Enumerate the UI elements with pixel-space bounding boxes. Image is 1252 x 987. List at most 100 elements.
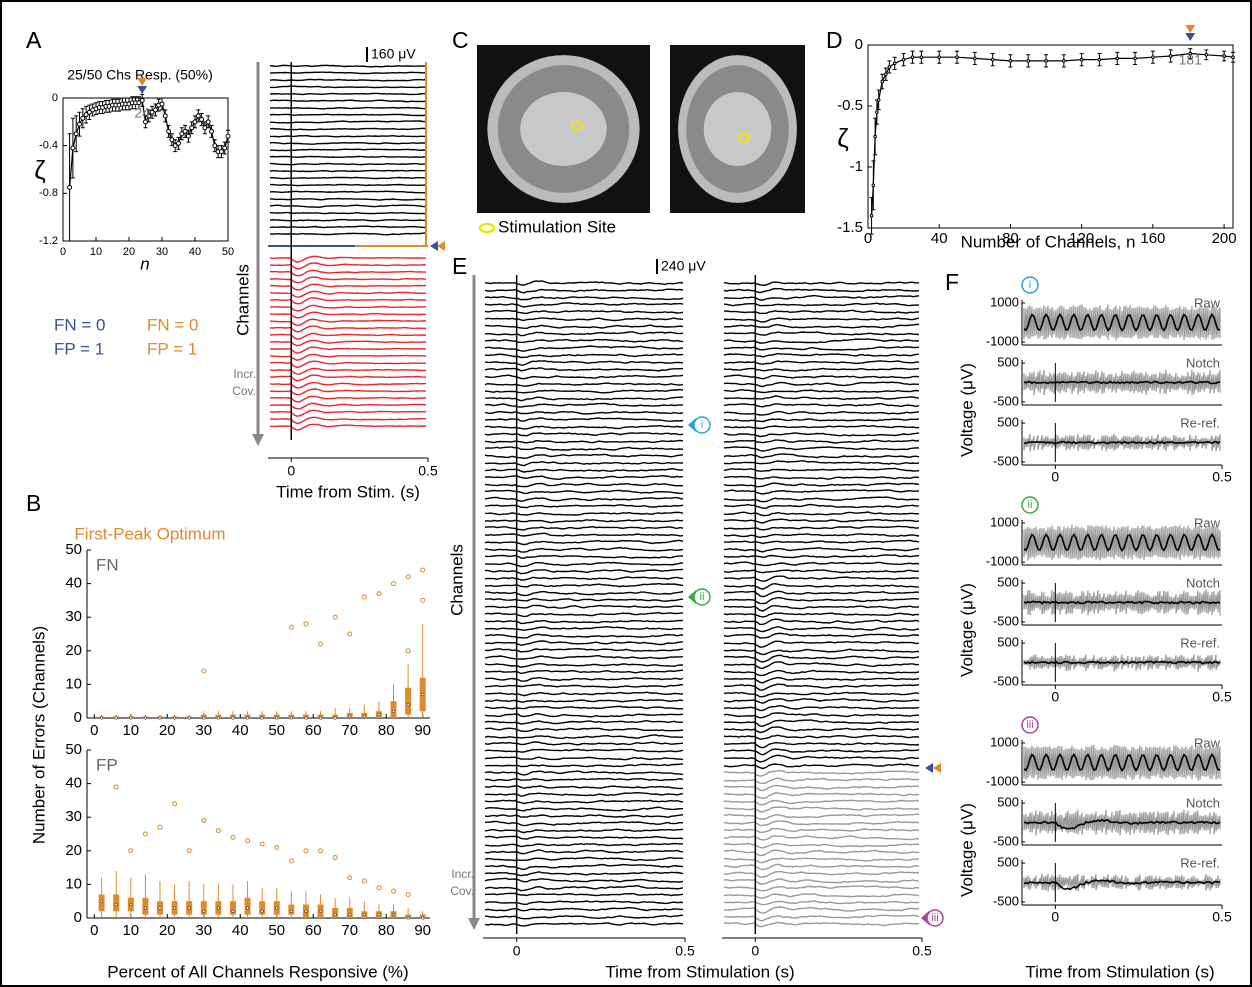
box-median [333, 716, 337, 720]
trace [723, 309, 920, 315]
outlier [405, 574, 411, 580]
data-point [185, 133, 191, 139]
y-tick-label: 40 [65, 775, 82, 792]
trace [723, 287, 920, 294]
trace [269, 311, 427, 319]
y-tick-label: -1.2 [39, 235, 58, 247]
trace [484, 367, 684, 372]
trace [484, 835, 684, 840]
outlier [201, 818, 207, 824]
box [113, 894, 120, 912]
trace [484, 576, 684, 581]
box-median [202, 716, 206, 720]
trace [723, 496, 920, 503]
trace [723, 784, 920, 792]
trace [723, 367, 920, 372]
y-axis-label: Channels [447, 544, 466, 616]
x-tick-label: 30 [195, 922, 212, 939]
marker-badge [693, 588, 711, 606]
data-point [1115, 56, 1120, 61]
box [98, 894, 105, 912]
x-tick-label: 200 [1212, 230, 1237, 247]
data-point [1231, 55, 1235, 60]
legend-entry: FP = 1 [147, 339, 197, 358]
y-tick-label: 40 [65, 575, 82, 592]
y-tick-label: -1000 [986, 334, 1019, 349]
data-point [873, 134, 877, 139]
x-axis-label: Number of Channels, n [961, 232, 1136, 251]
trace [723, 302, 920, 307]
outlier [142, 831, 148, 837]
trace [484, 504, 684, 509]
panel-letter: A [26, 27, 42, 53]
trace [270, 134, 427, 138]
y-tick-label: 1000 [990, 514, 1019, 529]
trace [270, 148, 427, 152]
trace [723, 698, 920, 704]
box-median [173, 716, 177, 720]
trace [723, 712, 920, 719]
trace [484, 683, 684, 689]
y-tick-label: 1000 [990, 294, 1019, 309]
trace [484, 338, 684, 344]
data-point [86, 109, 92, 115]
box-median [391, 709, 396, 713]
outlier [361, 878, 367, 884]
trace [269, 416, 427, 425]
data-point [876, 98, 881, 102]
trace [723, 360, 920, 365]
trace [269, 297, 427, 305]
data-point [880, 79, 885, 84]
x-tick-label: 70 [341, 722, 358, 739]
plot-frame [62, 97, 229, 242]
trace [484, 770, 684, 776]
group-label: ii [1028, 499, 1033, 511]
trace [485, 591, 684, 597]
data-point [182, 128, 188, 134]
trace [723, 539, 920, 545]
box [419, 914, 426, 918]
trace [269, 367, 427, 375]
trace [723, 525, 920, 531]
x-axis-label: Percent of All Channels Responsive (%) [107, 962, 408, 981]
data-point [871, 183, 876, 188]
cov-arrowhead [252, 434, 264, 446]
outlier [128, 848, 134, 854]
trace [484, 892, 684, 897]
trace [484, 539, 684, 546]
trace [724, 518, 920, 524]
annotation: 181 [1179, 52, 1203, 68]
y-tick-label: 0 [855, 36, 863, 53]
trace [484, 828, 684, 834]
trace [269, 78, 427, 82]
subplot-label: FN [96, 555, 119, 574]
trace [269, 283, 427, 291]
trace [484, 763, 684, 768]
group-badge [1021, 276, 1039, 294]
trace [723, 813, 920, 820]
group-label: i [1029, 279, 1031, 291]
y-axis-label: ζ [837, 123, 848, 153]
outlier [332, 614, 338, 620]
data-point [910, 55, 915, 60]
trace [484, 604, 684, 609]
x-tick-label: 90 [414, 922, 431, 939]
x-axis-label: Time from Stimulation (s) [1025, 962, 1214, 981]
trace [484, 619, 684, 625]
outlier [259, 841, 265, 847]
trace [723, 582, 920, 590]
trace [484, 748, 684, 753]
trace [269, 290, 426, 298]
trial-band [1023, 809, 1221, 836]
outlier [172, 801, 178, 807]
plot-label: Notch [1186, 355, 1220, 370]
cutoff-marker [137, 78, 148, 86]
plot-label: Notch [1186, 795, 1220, 810]
outlier [230, 834, 236, 840]
trace [723, 885, 920, 892]
trace [723, 849, 919, 857]
box-median [421, 692, 425, 697]
data-point [152, 107, 158, 113]
x-tick-label: 60 [305, 922, 322, 939]
scale-label: 160 μV [371, 46, 416, 62]
